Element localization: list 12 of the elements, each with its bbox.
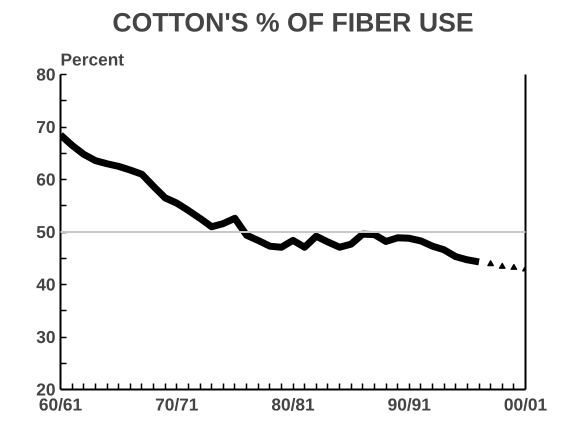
y-tick-label: 60 <box>36 170 56 190</box>
y-tick-label: 80 <box>36 64 56 84</box>
y-tick-label: 40 <box>36 274 56 294</box>
y-tick-label: 70 <box>36 117 56 137</box>
chart-title: COTTON'S % OF FIBER USE <box>112 8 474 38</box>
x-tick-label: 70/71 <box>155 394 199 414</box>
x-tick-label: 90/91 <box>388 394 432 414</box>
y-tick-label: 50 <box>36 222 56 242</box>
x-tick-label: 00/01 <box>504 394 548 414</box>
x-tick-label: 80/81 <box>271 394 316 414</box>
y-tick-label: 30 <box>36 327 56 347</box>
y-axis-title: Percent <box>60 50 124 70</box>
